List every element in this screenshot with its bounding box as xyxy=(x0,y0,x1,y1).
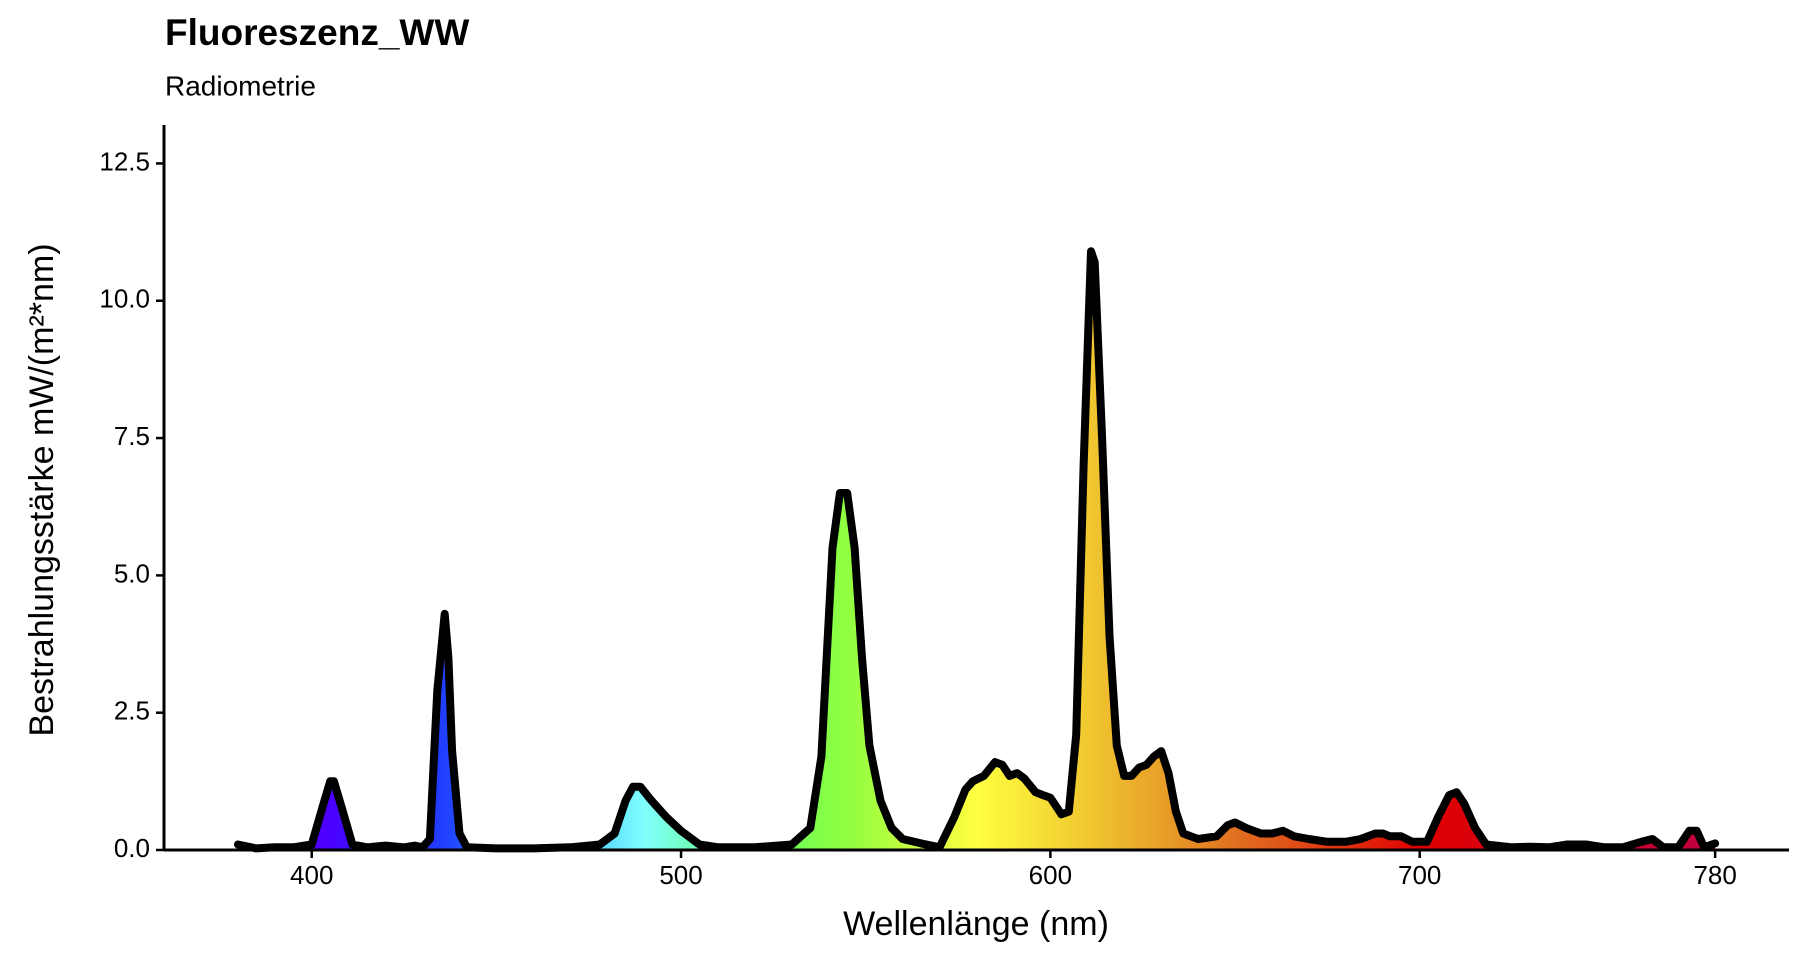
y-tick-label: 12.5 xyxy=(99,146,150,176)
y-tick-label: 5.0 xyxy=(114,558,150,588)
x-tick-label: 780 xyxy=(1693,860,1736,890)
y-tick-label: 0.0 xyxy=(114,833,150,863)
spectrum-line xyxy=(233,247,1720,853)
y-tick-label: 2.5 xyxy=(114,696,150,726)
x-tick-label: 600 xyxy=(1029,860,1072,890)
area-fill xyxy=(237,251,1716,851)
y-tick-label: 7.5 xyxy=(114,421,150,451)
x-tick-label: 700 xyxy=(1398,860,1441,890)
chart-subtitle: Radiometrie xyxy=(165,70,316,101)
chart-title: Fluoreszenz_WW xyxy=(165,12,469,53)
x-tick-label: 500 xyxy=(659,860,702,890)
y-axis-title: Bestrahlungsstärke mW/(m²*nm) xyxy=(23,243,61,736)
x-tick-label: 400 xyxy=(290,860,333,890)
x-axis-title: Wellenlänge (nm) xyxy=(843,905,1109,943)
y-tick-label: 10.0 xyxy=(99,284,150,314)
